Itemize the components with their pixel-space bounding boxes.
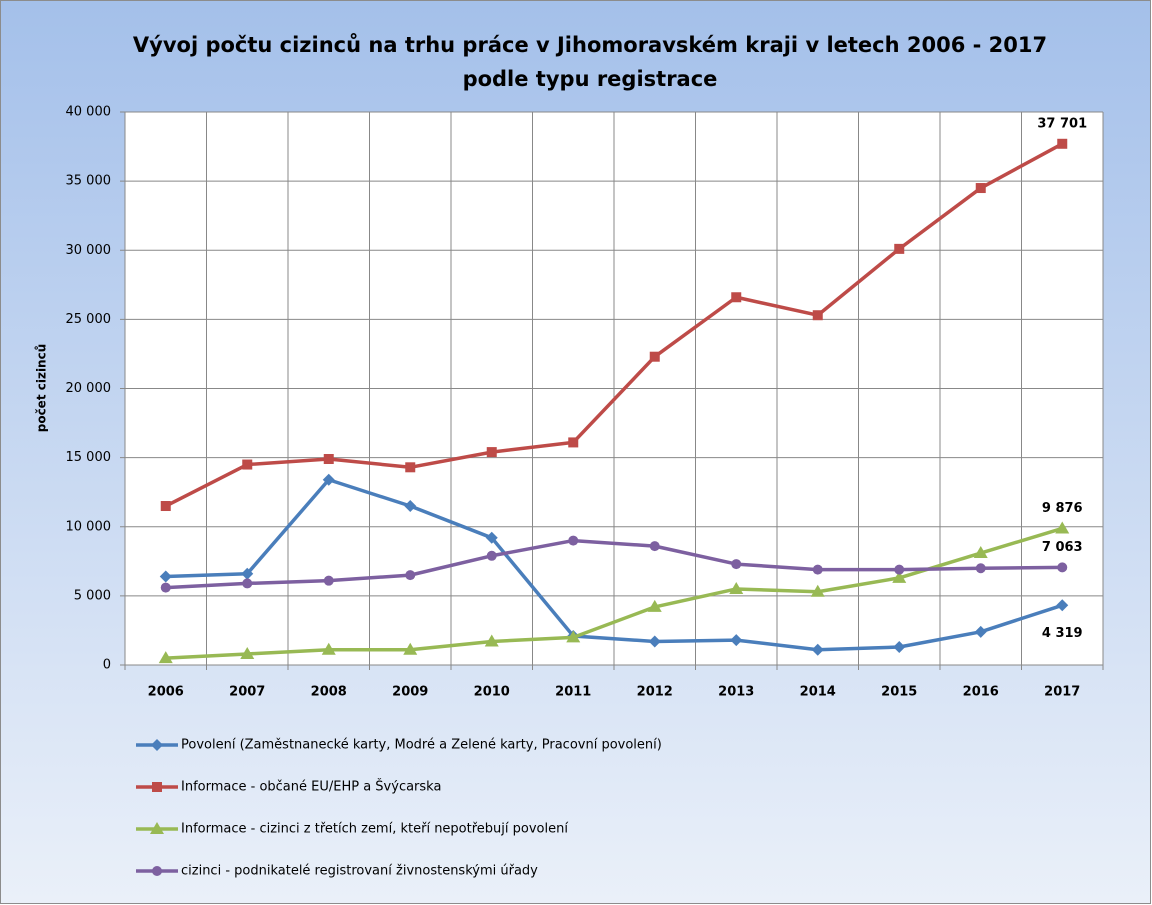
y-tick-label: 40 000 — [66, 105, 112, 120]
marker — [568, 437, 579, 448]
marker — [568, 535, 579, 546]
marker — [151, 739, 163, 751]
marker — [484, 634, 499, 647]
y-axis-label: počet cizinců — [35, 344, 49, 433]
marker — [152, 782, 162, 792]
marker — [160, 501, 171, 512]
marker — [403, 642, 418, 655]
marker — [731, 559, 742, 570]
data-label: 37 701 — [1037, 116, 1087, 131]
y-tick-label: 35 000 — [66, 174, 112, 189]
marker — [811, 643, 824, 656]
legend-label: cizinci - podnikatelé registrovaní živno… — [181, 864, 538, 879]
marker — [240, 646, 255, 659]
x-tick-label: 2009 — [392, 685, 428, 700]
marker — [405, 462, 416, 473]
x-tick-label: 2011 — [555, 685, 591, 700]
marker — [810, 584, 825, 597]
legend-label: Informace - občané EU/EHP a Švýcarska — [181, 779, 441, 795]
y-tick-label: 10 000 — [66, 519, 112, 534]
x-tick-label: 2017 — [1044, 685, 1080, 700]
marker — [1056, 599, 1069, 612]
marker — [152, 866, 162, 876]
marker — [159, 570, 172, 583]
x-tick-label: 2014 — [800, 685, 836, 700]
marker — [323, 454, 334, 465]
marker — [1057, 562, 1068, 573]
legend-label: Informace - cizinci z třetích zemí, kteř… — [181, 822, 568, 837]
marker — [892, 570, 907, 583]
marker — [321, 642, 336, 655]
marker — [485, 531, 498, 544]
data-label: 4 319 — [1042, 626, 1083, 641]
marker — [486, 550, 497, 561]
marker — [405, 570, 416, 581]
marker — [322, 473, 335, 486]
marker — [1055, 521, 1070, 534]
marker — [649, 351, 660, 362]
series-line — [165, 538, 1063, 590]
data-label: 9 876 — [1042, 501, 1083, 516]
marker — [731, 292, 742, 303]
x-tick-label: 2016 — [963, 685, 999, 700]
y-tick-label: 5 000 — [74, 588, 111, 603]
chart-title: podle typu registrace — [463, 67, 718, 91]
x-tick-label: 2008 — [311, 685, 347, 700]
marker — [241, 567, 254, 580]
x-tick-label: 2015 — [881, 685, 917, 700]
marker — [730, 634, 743, 647]
marker — [566, 630, 581, 643]
marker — [975, 183, 986, 194]
series-line — [165, 477, 1063, 652]
marker — [486, 447, 497, 458]
marker — [729, 581, 744, 594]
marker — [647, 599, 662, 612]
marker — [894, 243, 905, 254]
marker — [242, 578, 253, 589]
marker — [812, 564, 823, 575]
marker — [894, 564, 905, 575]
marker — [150, 822, 164, 834]
x-tick-label: 2013 — [718, 685, 754, 700]
y-tick-label: 30 000 — [66, 243, 112, 258]
y-tick-label: 15 000 — [66, 450, 112, 465]
marker — [974, 625, 987, 638]
y-tick-label: 20 000 — [66, 381, 112, 396]
marker — [973, 546, 988, 559]
data-label: 7 063 — [1042, 540, 1083, 555]
marker — [242, 459, 253, 470]
y-tick-label: 25 000 — [66, 312, 112, 327]
marker — [1057, 138, 1068, 149]
marker — [975, 563, 986, 574]
marker — [404, 500, 417, 513]
x-tick-label: 2010 — [474, 685, 510, 700]
marker — [649, 541, 660, 552]
marker — [160, 582, 171, 593]
marker — [893, 641, 906, 654]
series-line — [165, 526, 1063, 660]
series-line — [164, 142, 1064, 508]
marker — [812, 310, 823, 321]
x-tick-label: 2012 — [637, 685, 673, 700]
x-tick-label: 2006 — [148, 685, 184, 700]
legend-label: Povolení (Zaměstnanecké karty, Modré a Z… — [181, 738, 662, 753]
chart-title: Vývoj počtu cizinců na trhu práce v Jiho… — [133, 33, 1047, 57]
marker — [648, 635, 661, 648]
x-tick-label: 2007 — [229, 685, 265, 700]
y-tick-label: 0 — [103, 658, 111, 673]
marker — [323, 575, 334, 586]
marker — [158, 651, 173, 664]
